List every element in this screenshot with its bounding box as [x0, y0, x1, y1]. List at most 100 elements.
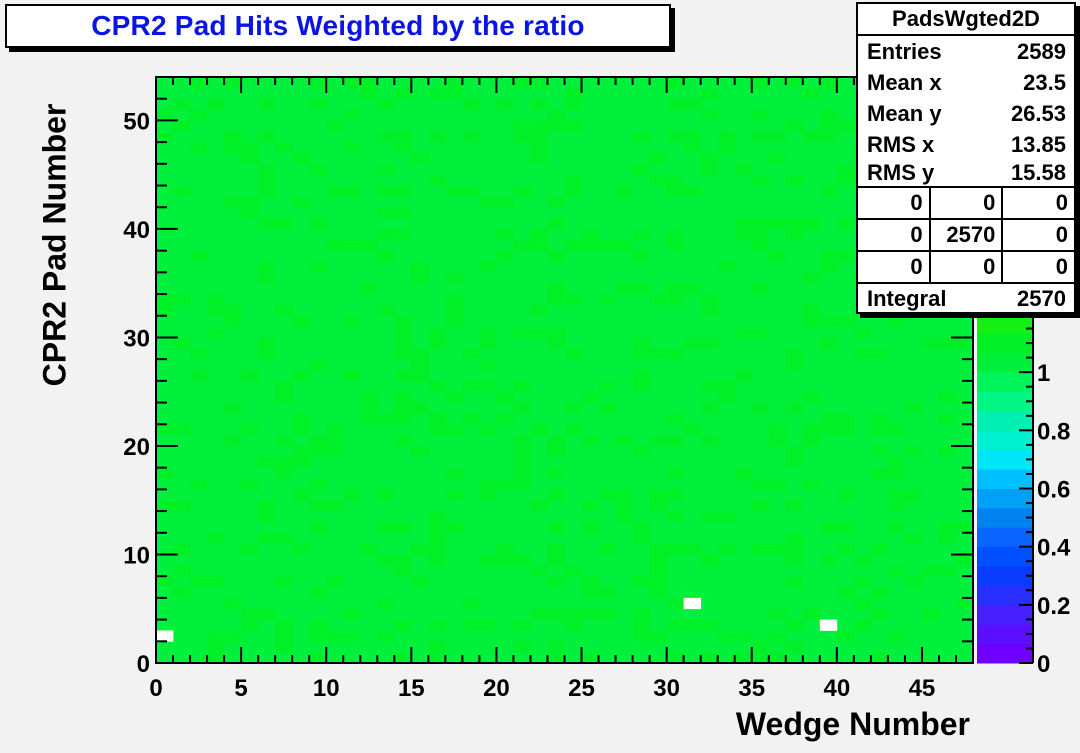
heatmap-cell: [802, 87, 821, 100]
heatmap-cell: [207, 304, 225, 317]
heatmap-cell: [292, 413, 310, 425]
heatmap-cell: [428, 174, 446, 186]
heatmap-cell: [751, 500, 770, 512]
heatmap-cell: [547, 489, 565, 501]
heatmap-cell: [275, 619, 293, 631]
heatmap-cell: [717, 380, 736, 393]
heatmap-cell: [615, 283, 633, 295]
heatmap-cell: [513, 478, 531, 490]
heatmap-cell: [275, 630, 293, 642]
heatmap-cell: [258, 500, 276, 512]
heatmap-cell: [258, 456, 276, 469]
heatmap-cell: [513, 619, 531, 631]
heatmap-cell: [428, 413, 446, 425]
stats-row-mean-x: Mean x 23.5: [858, 67, 1074, 98]
heatmap-cell: [632, 228, 651, 241]
heatmap-cell: [479, 619, 497, 631]
heatmap-cell: [513, 380, 531, 393]
heatmap-cell: [445, 391, 463, 403]
heatmap-cell: [547, 445, 565, 458]
heatmap-cell: [360, 391, 378, 403]
heatmap-cell: [887, 456, 906, 469]
heatmap-cell: [836, 489, 855, 501]
heatmap-cell: [462, 98, 480, 110]
heatmap-cell: [819, 131, 838, 143]
heatmap-cell: [258, 532, 276, 545]
heatmap-cell: [241, 370, 259, 382]
heatmap-cell: [428, 87, 446, 100]
heatmap-cell: [343, 109, 361, 121]
heatmap-cell: [445, 424, 463, 436]
heatmap-cell: [836, 120, 855, 132]
heatmap-cell: [309, 445, 327, 458]
chart-title-box: CPR2 Pad Hits Weighted by the ratio: [5, 4, 671, 48]
heatmap-cell: [309, 77, 327, 89]
heatmap-cell: [258, 98, 276, 110]
heatmap-cell: [683, 424, 702, 436]
heatmap-cell: [853, 597, 872, 610]
heatmap-cell: [377, 489, 395, 501]
heatmap-cell: [496, 478, 514, 490]
heatmap-cell: [649, 554, 668, 566]
heatmap-cell: [564, 185, 582, 197]
heatmap-cell: [292, 445, 310, 458]
heatmap-cell: [173, 500, 191, 512]
heatmap-cell: [802, 218, 821, 230]
heatmap-cell: [309, 652, 327, 664]
heatmap-cell: [309, 435, 327, 447]
heatmap-cell: [683, 142, 702, 154]
heatmap-cell: [462, 348, 480, 360]
heatmap-cell: [394, 348, 412, 360]
palette-swatch: [977, 314, 1033, 334]
heatmap-cell: [751, 641, 770, 653]
x-tick-label: 20: [483, 675, 510, 702]
heatmap-cell: [377, 597, 395, 610]
heatmap-cell: [445, 185, 463, 197]
heatmap-cell: [581, 608, 599, 620]
heatmap-cell: [513, 467, 531, 479]
heatmap-cell: [734, 326, 753, 338]
grid-row: 0 0 0: [858, 252, 1074, 282]
heatmap-cell: [275, 532, 293, 545]
heatmap-cell: [496, 250, 514, 262]
heatmap-cell: [326, 120, 344, 132]
heatmap-cell: [207, 98, 225, 110]
heatmap-cell: [700, 337, 719, 349]
heatmap-cell: [751, 652, 770, 664]
heatmap-cell: [513, 445, 531, 458]
heatmap-cell: [292, 152, 310, 165]
heatmap-cell: [394, 391, 412, 403]
palette-tick-label: 0.6: [1037, 477, 1070, 504]
heatmap-cell: [360, 87, 378, 100]
heatmap-cell: [785, 359, 804, 371]
heatmap-cell: [530, 98, 548, 110]
heatmap-cell: [598, 380, 616, 393]
palette-swatch: [977, 372, 1033, 393]
heatmap-cell: [938, 521, 957, 534]
heatmap-cell: [615, 435, 633, 447]
heatmap-cell: [615, 511, 633, 523]
heatmap-cell: [394, 87, 412, 100]
heatmap-cell: [377, 98, 395, 110]
heatmap-cell: [955, 597, 974, 610]
heatmap-cell: [547, 652, 565, 664]
heatmap-cell: [343, 370, 361, 382]
y-tick-label: 0: [137, 651, 150, 678]
heatmap-cell: [513, 131, 531, 143]
palette-swatch: [977, 352, 1033, 373]
heatmap-cell: [904, 489, 923, 501]
heatmap-cell: [190, 142, 208, 154]
heatmap-cell: [377, 630, 395, 642]
heatmap-cell: [258, 348, 276, 360]
heatmap-cell: [751, 228, 770, 241]
stats-overflow-grid: 0 0 0 0 2570 0 0 0 0: [858, 186, 1074, 284]
heatmap-cell: [156, 576, 174, 588]
heatmap-cell: [530, 304, 548, 317]
heatmap-cell: [870, 587, 889, 599]
heatmap-cell: [785, 174, 804, 186]
heatmap-cell: [411, 576, 429, 588]
heatmap-cell: [785, 500, 804, 512]
heatmap-cell: [819, 261, 838, 273]
heatmap-cell: [428, 543, 446, 555]
heatmap-cell: [547, 608, 565, 620]
